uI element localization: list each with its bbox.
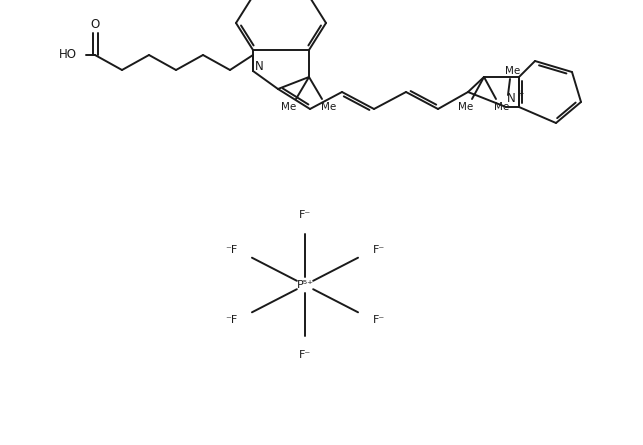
Text: N: N <box>255 60 264 73</box>
Text: F⁻: F⁻ <box>373 245 385 255</box>
Text: Me: Me <box>458 102 474 112</box>
Text: Me: Me <box>494 102 510 112</box>
Text: P⁵⁺: P⁵⁺ <box>296 280 314 290</box>
Text: ⁻F: ⁻F <box>225 315 237 325</box>
Text: F⁻: F⁻ <box>373 315 385 325</box>
Text: O: O <box>91 19 100 32</box>
Text: Me: Me <box>322 102 337 112</box>
Text: Me: Me <box>282 102 296 112</box>
Text: Me: Me <box>505 66 521 76</box>
Text: HO: HO <box>59 49 77 61</box>
Text: F⁻: F⁻ <box>299 350 311 360</box>
Text: F⁻: F⁻ <box>299 210 311 220</box>
Text: +: + <box>517 89 523 97</box>
Text: ⁻F: ⁻F <box>225 245 237 255</box>
Text: N: N <box>507 93 516 105</box>
